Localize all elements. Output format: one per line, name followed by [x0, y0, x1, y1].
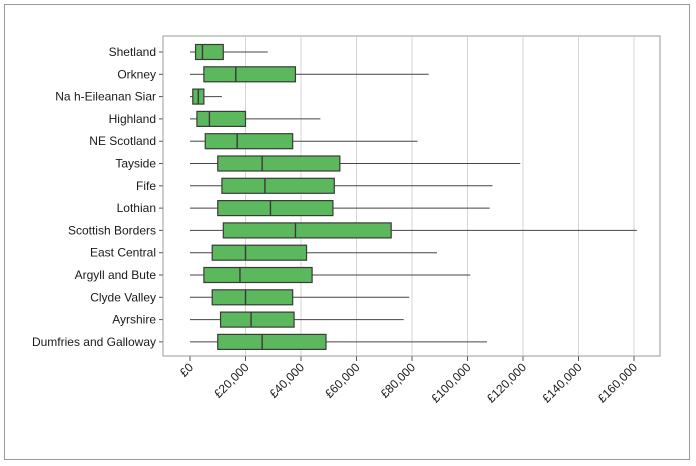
x-tick-label: £20,000: [211, 360, 252, 401]
box-dumfries-and-galloway: [190, 333, 487, 350]
category-label: Shetland: [109, 45, 156, 59]
box-orkney: [190, 66, 429, 83]
box-iqr: [196, 110, 247, 128]
box-iqr: [217, 333, 327, 350]
box-clyde-valley: [190, 289, 410, 306]
plot-area: [162, 35, 661, 357]
box-iqr: [217, 200, 334, 217]
x-tick-label: £120,000: [484, 360, 530, 406]
box-iqr: [211, 244, 308, 261]
x-tick-label: £80,000: [378, 360, 419, 401]
category-label: Argyll and Bute: [75, 268, 157, 282]
x-tick-label: £160,000: [595, 360, 641, 406]
x-tick-label: £0: [177, 360, 197, 380]
x-tick-label: £140,000: [539, 360, 585, 406]
box-iqr: [194, 43, 224, 61]
box-argyll-and-bute: [190, 266, 471, 284]
box-ayrshire: [190, 311, 404, 328]
box-iqr: [221, 177, 335, 194]
category-label: Dumfries and Galloway: [32, 335, 156, 349]
box-scottish-borders: [190, 222, 637, 239]
category-label: Scottish Borders: [68, 223, 156, 237]
category-label: Highland: [109, 112, 156, 126]
box-tayside: [190, 155, 521, 172]
box-highland: [190, 110, 321, 128]
box-iqr: [211, 289, 294, 306]
boxes-group: [190, 43, 637, 350]
box-iqr: [222, 222, 392, 239]
category-label: NE Scotland: [89, 134, 156, 148]
x-tick-label: £100,000: [428, 360, 474, 406]
category-label: Orkney: [117, 67, 156, 81]
box-iqr: [217, 155, 341, 172]
category-label: Clyde Valley: [90, 290, 156, 304]
box-na-h-eileanan-siar: [190, 88, 222, 105]
category-label: East Central: [90, 246, 156, 260]
category-label: Lothian: [117, 201, 156, 215]
x-tick-labels: £0 £20,000 £40,000 £60,000 £80,000 £100,000 £1…: [177, 360, 641, 406]
box-lothian: [190, 200, 490, 217]
category-label: Tayside: [115, 157, 156, 171]
box-ne-scotland: [190, 133, 418, 150]
box-iqr: [219, 311, 295, 328]
box-shetland: [190, 43, 268, 61]
x-tick-label: £40,000: [267, 360, 308, 401]
category-labels: Shetland Orkney Na h-Eileanan Siar Highland…: [32, 45, 156, 349]
category-label: Ayrshire: [112, 313, 156, 327]
box-east-central: [190, 244, 437, 261]
category-label: Na h-Eileanan Siar: [55, 90, 156, 104]
grid-lines: [159, 37, 635, 361]
x-tick-label: £60,000: [322, 360, 363, 401]
box-iqr: [203, 266, 313, 284]
category-label: Fife: [136, 179, 156, 193]
box-iqr: [203, 66, 297, 83]
box-fife: [190, 177, 493, 194]
box-iqr: [204, 133, 294, 150]
